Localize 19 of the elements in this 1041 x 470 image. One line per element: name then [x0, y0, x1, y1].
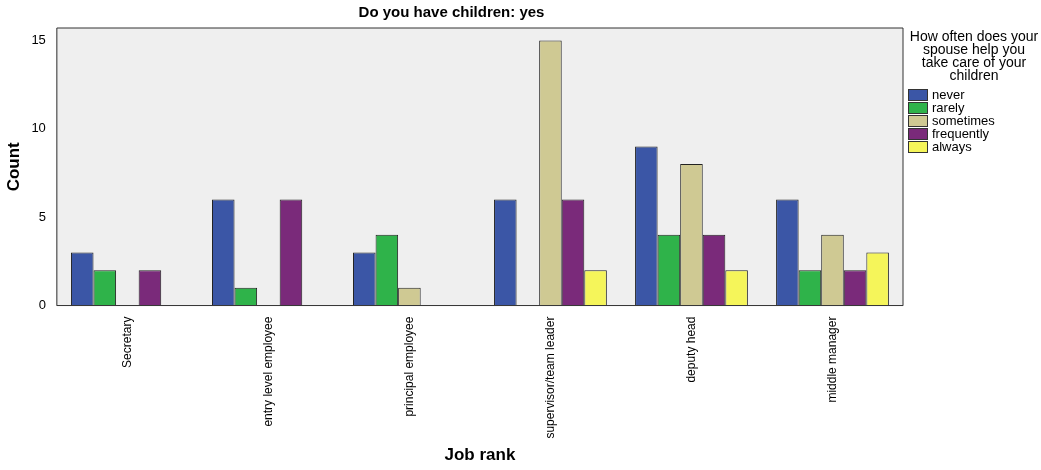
- y-axis-title: Count: [3, 141, 23, 192]
- x-tick-label: principal employee: [401, 316, 416, 417]
- x-tick-label: entry level employee: [260, 316, 275, 427]
- y-tick-label: 10: [31, 120, 46, 136]
- legend-label: always: [932, 139, 972, 154]
- y-tick-label: 15: [31, 31, 46, 47]
- legend-label: frequently: [932, 126, 990, 141]
- y-tick-label: 5: [38, 208, 46, 224]
- x-tick-label: Secretary: [119, 316, 134, 368]
- legend-label: sometimes: [932, 113, 995, 128]
- x-tick-label: middle manager: [824, 316, 839, 403]
- legend-title: How often does your spouse help you take care of your children: [908, 28, 1040, 83]
- x-tick-label: deputy head: [683, 316, 698, 383]
- y-tick-label: 0: [38, 297, 46, 313]
- x-axis-title: Job rank: [444, 445, 516, 465]
- legend-label: rarely: [932, 100, 965, 115]
- legend-label: never: [932, 87, 965, 102]
- x-tick-label: supervisor/team leader: [542, 316, 557, 439]
- chart-title: Do you have children: yes: [358, 3, 545, 21]
